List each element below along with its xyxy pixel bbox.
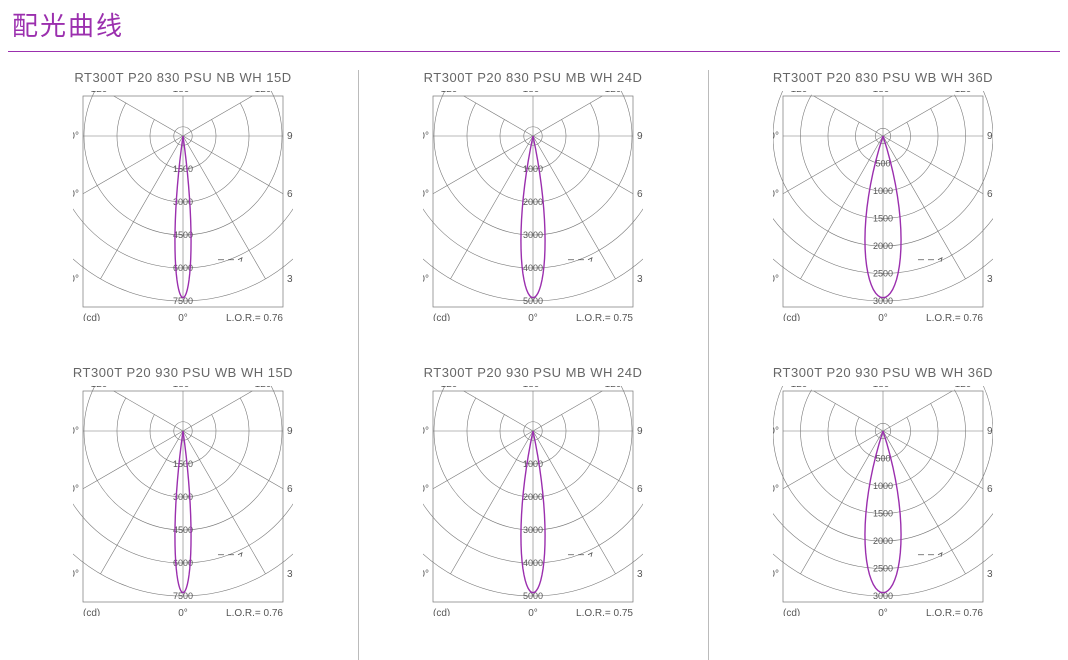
legend-marker bbox=[568, 258, 592, 262]
chart-title: RT300T P20 830 PSU WB WH 36D bbox=[708, 70, 1058, 85]
polar-plot: 50010001500200025003000120°180°120°90°90… bbox=[773, 91, 993, 321]
angle-label: 90° bbox=[637, 131, 643, 142]
lor-label: L.O.R.= 0.75 bbox=[576, 313, 633, 321]
unit-label: (cd) bbox=[783, 313, 800, 321]
angle-label: 120° bbox=[91, 386, 112, 390]
angle-label: 120° bbox=[955, 386, 976, 390]
angle-label: 90° bbox=[773, 131, 779, 142]
angle-label: 120° bbox=[605, 91, 626, 95]
angle-label: 60° bbox=[987, 484, 993, 495]
zero-label: 0° bbox=[878, 608, 888, 616]
polar-plot: 15003000450060007500120°180°120°90°90°60… bbox=[73, 386, 293, 616]
polar-plot: 10002000300040005000120°180°120°90°90°60… bbox=[423, 386, 643, 616]
angle-label: 90° bbox=[423, 426, 429, 437]
angle-label: 30° bbox=[423, 569, 429, 580]
unit-label: (cd) bbox=[83, 608, 100, 616]
angle-label: 30° bbox=[773, 274, 779, 285]
polar-chart-cell: RT300T P20 930 PSU WB WH 15D150030004500… bbox=[8, 365, 358, 660]
polar-chart-cell: RT300T P20 930 PSU MB WH 24D100020003000… bbox=[358, 365, 708, 660]
angle-label: 90° bbox=[423, 131, 429, 142]
unit-label: (cd) bbox=[433, 313, 450, 321]
legend-marker bbox=[218, 553, 242, 557]
angle-label: 120° bbox=[791, 386, 812, 390]
lor-label: L.O.R.= 0.75 bbox=[576, 608, 633, 616]
angle-label: 60° bbox=[637, 189, 643, 200]
angle-label: 120° bbox=[791, 91, 812, 95]
polar-plot: 50010001500200025003000120°180°120°90°90… bbox=[773, 386, 993, 616]
zero-label: 0° bbox=[528, 313, 538, 321]
angle-label: 30° bbox=[73, 569, 79, 580]
angle-label: 60° bbox=[73, 189, 79, 200]
angle-label: 120° bbox=[91, 91, 112, 95]
angle-label: 90° bbox=[773, 426, 779, 437]
zero-label: 0° bbox=[528, 608, 538, 616]
zero-label: 0° bbox=[178, 313, 188, 321]
angle-label: 30° bbox=[987, 569, 993, 580]
angle-label: 60° bbox=[287, 484, 293, 495]
page-title: 配光曲线 bbox=[8, 0, 1060, 52]
angle-label: 120° bbox=[255, 91, 276, 95]
angle-label: 30° bbox=[287, 569, 293, 580]
angle-label: 120° bbox=[605, 386, 626, 390]
polar-chart-cell: RT300T P20 930 PSU WB WH 36D500100015002… bbox=[708, 365, 1058, 660]
angle-label: 60° bbox=[637, 484, 643, 495]
unit-label: (cd) bbox=[83, 313, 100, 321]
lor-label: L.O.R.= 0.76 bbox=[926, 313, 983, 321]
angle-label: 30° bbox=[637, 274, 643, 285]
angle-label: 120° bbox=[441, 386, 462, 390]
zero-label: 0° bbox=[178, 608, 188, 616]
lor-label: L.O.R.= 0.76 bbox=[226, 608, 283, 616]
angle-label: 120° bbox=[255, 386, 276, 390]
polar-chart-cell: RT300T P20 830 PSU WB WH 36D500100015002… bbox=[708, 70, 1058, 365]
angle-label: 180° bbox=[173, 386, 194, 390]
chart-title: RT300T P20 930 PSU MB WH 24D bbox=[358, 365, 708, 380]
angle-label: 30° bbox=[773, 569, 779, 580]
legend-marker bbox=[918, 553, 942, 557]
lor-label: L.O.R.= 0.76 bbox=[926, 608, 983, 616]
chart-title: RT300T P20 830 PSU NB WH 15D bbox=[8, 70, 358, 85]
angle-label: 90° bbox=[987, 426, 993, 437]
legend-marker bbox=[218, 258, 242, 262]
angle-label: 180° bbox=[173, 91, 194, 95]
angle-label: 30° bbox=[637, 569, 643, 580]
angle-label: 90° bbox=[287, 131, 293, 142]
legend-marker bbox=[918, 258, 942, 262]
unit-label: (cd) bbox=[783, 608, 800, 616]
angle-label: 60° bbox=[773, 189, 779, 200]
polar-plot: 15003000450060007500120°180°120°90°90°60… bbox=[73, 91, 293, 321]
angle-label: 30° bbox=[987, 274, 993, 285]
angle-label: 30° bbox=[73, 274, 79, 285]
polar-chart-cell: RT300T P20 830 PSU MB WH 24D100020003000… bbox=[358, 70, 708, 365]
angle-label: 60° bbox=[287, 189, 293, 200]
angle-label: 60° bbox=[423, 189, 429, 200]
angle-label: 120° bbox=[441, 91, 462, 95]
angle-label: 90° bbox=[637, 426, 643, 437]
angle-label: 180° bbox=[873, 91, 894, 95]
unit-label: (cd) bbox=[433, 608, 450, 616]
angle-label: 180° bbox=[873, 386, 894, 390]
lor-label: L.O.R.= 0.76 bbox=[226, 313, 283, 321]
chart-title: RT300T P20 930 PSU WB WH 36D bbox=[708, 365, 1058, 380]
legend-marker bbox=[568, 553, 592, 557]
angle-label: 30° bbox=[287, 274, 293, 285]
polar-plot: 10002000300040005000120°180°120°90°90°60… bbox=[423, 91, 643, 321]
angle-label: 180° bbox=[523, 91, 544, 95]
angle-label: 60° bbox=[773, 484, 779, 495]
polar-chart-cell: RT300T P20 830 PSU NB WH 15D150030004500… bbox=[8, 70, 358, 365]
angle-label: 60° bbox=[73, 484, 79, 495]
angle-label: 180° bbox=[523, 386, 544, 390]
angle-label: 90° bbox=[987, 131, 993, 142]
angle-label: 30° bbox=[423, 274, 429, 285]
angle-label: 120° bbox=[955, 91, 976, 95]
angle-label: 90° bbox=[287, 426, 293, 437]
chart-grid: RT300T P20 830 PSU NB WH 15D150030004500… bbox=[8, 70, 1060, 660]
chart-title: RT300T P20 830 PSU MB WH 24D bbox=[358, 70, 708, 85]
angle-label: 60° bbox=[423, 484, 429, 495]
angle-label: 90° bbox=[73, 426, 79, 437]
zero-label: 0° bbox=[878, 313, 888, 321]
angle-label: 60° bbox=[987, 189, 993, 200]
angle-label: 90° bbox=[73, 131, 79, 142]
chart-title: RT300T P20 930 PSU WB WH 15D bbox=[8, 365, 358, 380]
